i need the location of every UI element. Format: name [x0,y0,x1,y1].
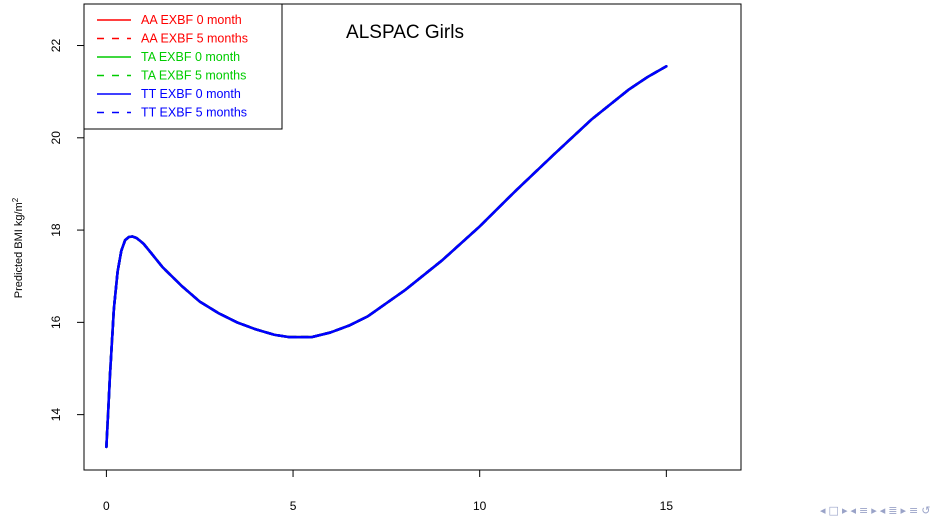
legend-entry: AA EXBF 5 months [141,32,248,46]
triangle-right-icon[interactable]: ▸ [871,504,877,517]
y-axis-label-superscript: 2 [11,197,20,202]
series-layer [105,65,668,449]
legend-entry: TT EXBF 0 month [141,87,241,101]
align-icon[interactable]: ≡ [909,504,919,517]
section-icon[interactable]: ≣ [888,504,898,517]
x-tick-label: 10 [473,499,487,513]
legend-entry: AA EXBF 0 month [141,13,242,27]
y-axis-label: Predicted BMI kg/m2 [11,197,25,298]
legend: AA EXBF 0 month AA EXBF 5 months TA EXBF 0… [83,3,283,130]
x-tick-label: 5 [290,499,297,513]
y-axis: 14 16 18 20 22 [49,39,84,422]
y-tick-label: 14 [49,408,63,422]
frame-icon[interactable]: □ [828,504,839,517]
x-tick-label: 0 [103,499,110,513]
legend-entry: TA EXBF 0 month [141,50,240,64]
x-tick-label: 15 [660,499,674,513]
y-axis-label-text: Predicted BMI kg/m [13,202,25,298]
legend-entry: TA EXBF 5 months [141,69,246,83]
y-tick-label: 18 [49,223,63,237]
triangle-right-icon[interactable]: ▸ [841,504,848,517]
triangle-left-icon[interactable]: ◂ [820,504,826,517]
y-tick-label: 20 [49,131,63,145]
triangle-right-icon[interactable]: ▸ [900,504,907,517]
chart-title: ALSPAC Girls [346,22,464,43]
plot-frame [83,3,742,471]
legend-entry: TT EXBF 5 months [141,106,247,120]
legend-box [83,3,283,130]
triangle-left-icon[interactable]: ◂ [879,504,886,517]
y-tick-label: 16 [49,315,63,329]
beamer-nav-bar[interactable]: ◂ □ ▸ ◂ ≡ ▸ ◂ ≣ ▸ ≡ ↺ [820,504,930,518]
x-axis: 0 5 10 15 [103,470,673,513]
triangle-left-icon[interactable]: ◂ [850,504,856,517]
y-tick-label: 22 [49,39,63,53]
series-line [105,65,668,449]
subsection-icon[interactable]: ≡ [859,504,869,517]
zoom-icon[interactable]: ↺ [921,504,931,517]
